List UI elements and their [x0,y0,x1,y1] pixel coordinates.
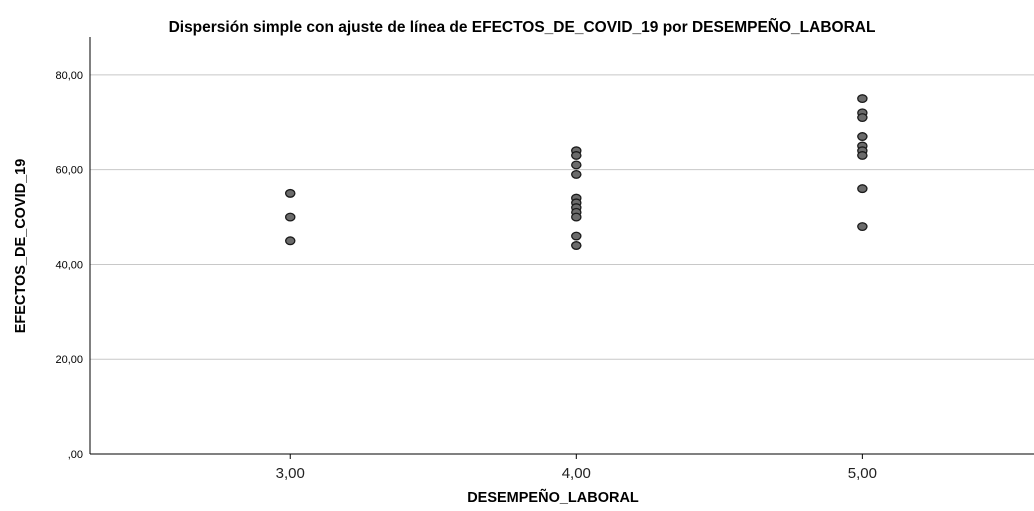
data-point [857,113,868,123]
data-point [857,222,868,231]
data-point [571,231,582,241]
y-tick-label: 80,00 [55,70,83,82]
y-tick-label: 60,00 [55,165,83,177]
y-tick-label: ,00 [68,449,83,461]
data-point [571,212,582,222]
data-point [857,151,868,160]
data-point [571,241,582,250]
data-points [284,94,868,250]
x-tick-labels: 3,00 4,00 5,00 [276,454,877,482]
x-tick-label: 5,00 [848,465,877,482]
data-point [284,188,296,198]
y-axis-title: EFECTOS_DE_COVID_19 [13,159,29,334]
y-tick-label: 20,00 [55,354,83,366]
grid-lines [90,74,1034,360]
x-tick-label: 3,00 [276,465,305,482]
x-axis-title: DESEMPEÑO_LABORAL [467,488,639,506]
data-point [857,94,868,104]
x-tick-label: 4,00 [562,465,591,482]
data-point [857,184,868,194]
y-tick-label: 40,00 [55,259,83,271]
data-point [284,236,296,246]
y-tick-labels: ,00 20,00 40,00 60,00 80,00 [55,70,83,461]
data-point [571,151,582,160]
data-point [284,212,296,222]
data-point [571,169,582,179]
chart-title: Dispersión simple con ajuste de línea de… [169,18,876,36]
data-point [857,132,868,141]
data-point [571,160,582,170]
